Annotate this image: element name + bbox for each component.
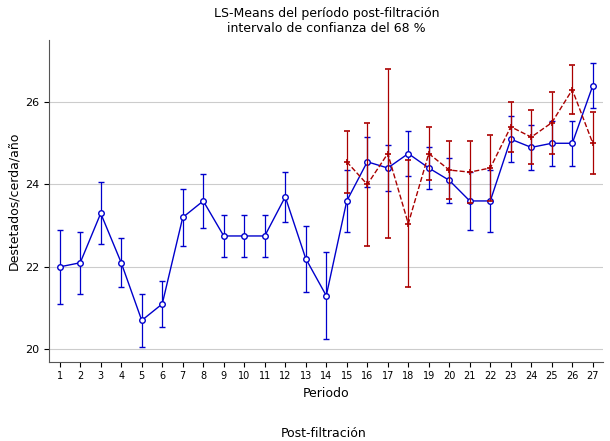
X-axis label: Periodo: Periodo — [303, 387, 350, 400]
Legend: 0, 1: 0, 1 — [276, 422, 377, 441]
Y-axis label: Destetados/cerda/año: Destetados/cerda/año — [7, 132, 20, 270]
Title: LS-Means del período post-filtración
intervalo de confianza del 68 %: LS-Means del período post-filtración int… — [214, 7, 439, 35]
